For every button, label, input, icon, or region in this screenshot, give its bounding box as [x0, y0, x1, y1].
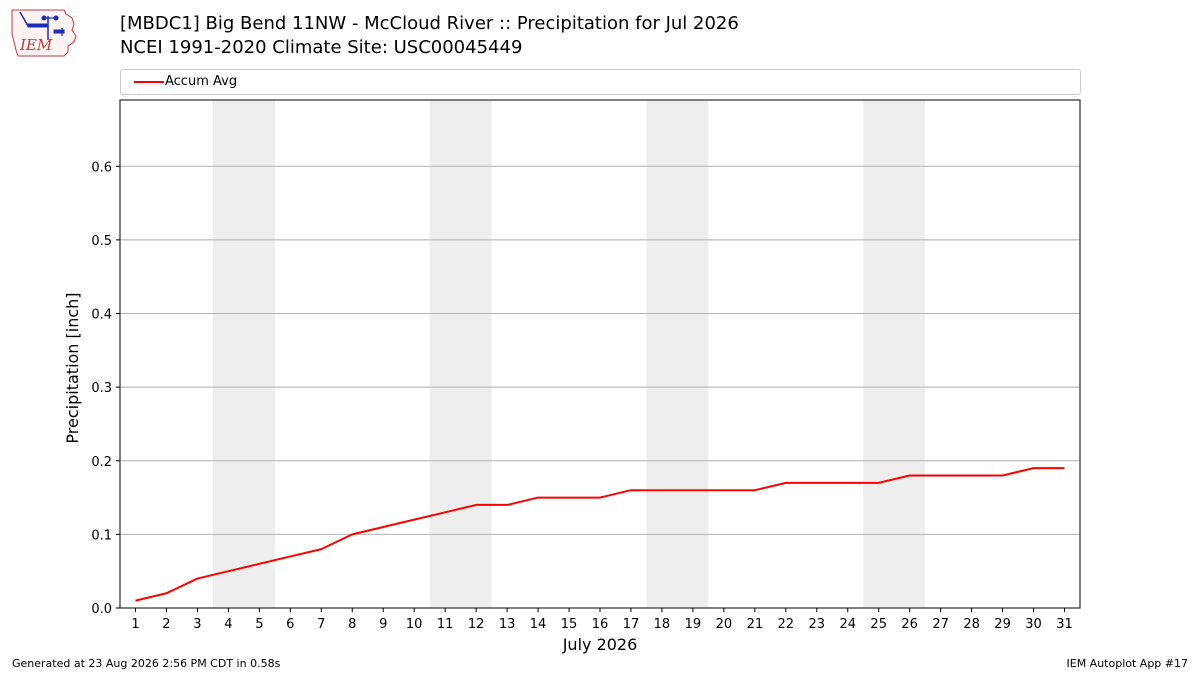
- weekend-band-4: [863, 100, 926, 608]
- x-tick-label-31: 31: [1056, 617, 1073, 632]
- legend-label-accum-avg: Accum Avg: [165, 74, 238, 89]
- x-tick-label-24: 24: [839, 617, 856, 632]
- iowa-outline: [11, 9, 77, 57]
- data-point-day-22: [785, 482, 787, 484]
- data-point-day-10: [413, 519, 415, 521]
- data-point-day-18: [661, 489, 663, 491]
- data-point-day-6: [290, 556, 292, 558]
- data-point-day-26: [909, 475, 911, 477]
- x-tick-label-1: 1: [131, 617, 139, 632]
- x-tick-label-20: 20: [716, 617, 733, 632]
- data-point-day-19: [692, 489, 694, 491]
- data-point-day-1: [135, 600, 137, 602]
- x-tick-label-23: 23: [809, 617, 826, 632]
- y-tick-label-2: 0.2: [91, 455, 112, 470]
- data-point-day-8: [351, 534, 353, 536]
- series-line-accum-avg: [135, 467, 1065, 602]
- iem-logo: IEM: [11, 9, 77, 57]
- weekend-band-1: [212, 100, 275, 608]
- data-point-day-13: [506, 504, 508, 506]
- data-point-day-31: [1064, 467, 1066, 469]
- y-tick-label-5: 0.5: [91, 234, 112, 249]
- chart-subtitle: NCEI 1991-2020 Climate Site: USC00045449: [120, 37, 523, 58]
- footer-app-id: IEM Autoplot App #17: [1066, 657, 1189, 670]
- data-point-day-27: [940, 475, 942, 477]
- x-tick-label-21: 21: [747, 617, 764, 632]
- y-axis-label: Precipitation [inch]: [63, 292, 82, 443]
- logo-text: IEM: [19, 36, 53, 54]
- x-axis-label: July 2026: [562, 635, 638, 654]
- data-point-day-7: [320, 548, 322, 550]
- x-tick-label-25: 25: [870, 617, 887, 632]
- x-tick-label-27: 27: [932, 617, 949, 632]
- y-tick-label-3: 0.3: [91, 381, 112, 396]
- x-tick-label-29: 29: [994, 617, 1011, 632]
- x-tick-label-3: 3: [193, 617, 201, 632]
- x-tick-label-17: 17: [623, 617, 640, 632]
- data-point-day-28: [971, 475, 973, 477]
- chart-legend: Accum Avg: [120, 69, 1081, 95]
- x-tick-label-22: 22: [778, 617, 795, 632]
- x-tick-label-7: 7: [317, 617, 325, 632]
- data-point-day-16: [599, 497, 601, 499]
- weekend-band-3: [646, 100, 709, 608]
- x-tick-label-30: 30: [1025, 617, 1042, 632]
- weekend-band-2: [429, 100, 492, 608]
- data-point-day-4: [228, 570, 230, 572]
- x-tick-label-4: 4: [224, 617, 232, 632]
- x-tick-label-8: 8: [348, 617, 356, 632]
- x-tick-label-19: 19: [685, 617, 702, 632]
- data-point-day-15: [568, 497, 570, 499]
- x-tick-label-6: 6: [286, 617, 294, 632]
- x-tick-label-14: 14: [530, 617, 547, 632]
- weather-station-icon: [19, 11, 65, 40]
- data-point-day-14: [537, 497, 539, 499]
- data-point-day-17: [630, 489, 632, 491]
- x-tick-label-5: 5: [255, 617, 263, 632]
- data-point-day-11: [444, 511, 446, 513]
- y-tick-label-1: 0.1: [91, 528, 112, 543]
- data-point-day-21: [754, 489, 756, 491]
- y-tick-label-4: 0.4: [91, 308, 112, 323]
- data-point-day-9: [382, 526, 384, 528]
- x-tick-label-26: 26: [901, 617, 918, 632]
- x-tick-label-13: 13: [499, 617, 516, 632]
- data-point-day-2: [166, 592, 168, 594]
- x-tick-label-12: 12: [468, 617, 485, 632]
- x-tick-label-2: 2: [162, 617, 170, 632]
- data-point-day-29: [1002, 475, 1004, 477]
- data-point-day-30: [1033, 467, 1035, 469]
- data-point-day-23: [816, 482, 818, 484]
- data-point-day-12: [475, 504, 477, 506]
- x-tick-label-11: 11: [437, 617, 454, 632]
- y-tick-label-0: 0.0: [91, 602, 112, 617]
- data-point-day-24: [847, 482, 849, 484]
- x-tick-label-15: 15: [561, 617, 578, 632]
- legend-swatch-accum-avg: [134, 81, 164, 83]
- data-point-day-5: [259, 563, 261, 565]
- x-tick-label-10: 10: [406, 617, 423, 632]
- data-point-day-25: [878, 482, 880, 484]
- footer-generated: Generated at 23 Aug 2026 2:56 PM CDT in …: [12, 657, 281, 670]
- y-tick-label-6: 0.6: [91, 160, 112, 175]
- data-point-day-20: [723, 489, 725, 491]
- x-tick-label-18: 18: [654, 617, 671, 632]
- x-tick-label-9: 9: [379, 617, 387, 632]
- chart-title: [MBDC1] Big Bend 11NW - McCloud River ::…: [120, 13, 739, 34]
- x-tick-label-16: 16: [592, 617, 609, 632]
- data-point-day-3: [197, 578, 199, 580]
- x-tick-label-28: 28: [963, 617, 980, 632]
